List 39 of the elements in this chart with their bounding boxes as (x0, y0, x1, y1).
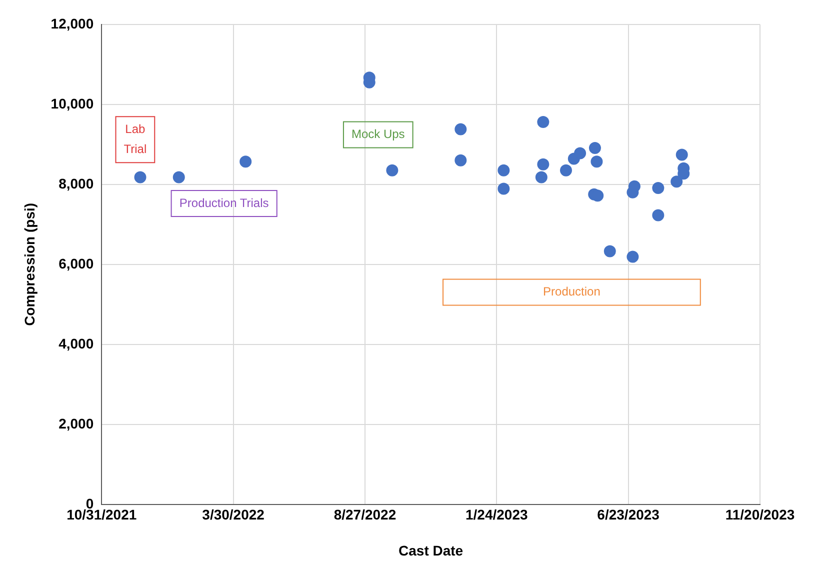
point (537, 116, 550, 128)
y-tick-label: 6,000 (58, 255, 94, 272)
x-tick-label: 3/30/2022 (202, 506, 265, 523)
x-axis-title: Cast Date (398, 542, 464, 558)
point (574, 147, 586, 160)
y-axis-title: Compression (psi) (21, 202, 38, 326)
x-tick-label: 1/24/2023 (466, 506, 528, 523)
point (676, 148, 688, 161)
point (172, 171, 185, 184)
point (652, 209, 664, 222)
point (454, 154, 467, 166)
annotation: Mock Ups (351, 127, 405, 142)
y-tick-label: 8,000 (58, 175, 94, 192)
y-tick-label: 2,000 (58, 415, 94, 432)
point (590, 156, 603, 168)
y-tick-label: 12,000 (50, 15, 94, 32)
point (626, 250, 639, 263)
point (560, 164, 572, 176)
point (588, 142, 601, 154)
point (454, 123, 467, 136)
annotation: Lab Trial (124, 122, 147, 156)
point (498, 164, 510, 176)
point (537, 158, 550, 170)
x-tick-label: 11/20/2023 (725, 506, 795, 523)
point (628, 180, 640, 192)
point (652, 182, 664, 194)
point (670, 176, 683, 188)
x-tick-label: 8/27/2022 (334, 506, 396, 523)
point (498, 182, 510, 195)
x-tick-label: 6/23/2023 (597, 506, 660, 523)
point (535, 171, 548, 184)
annotation: Production (543, 284, 600, 299)
annotation: Production Trials (179, 196, 269, 210)
point (386, 164, 398, 176)
point (134, 171, 146, 184)
point (240, 156, 252, 168)
point (604, 245, 616, 258)
y-tick-label: 4,000 (58, 335, 94, 352)
y-tick-label: 10,000 (50, 95, 94, 112)
